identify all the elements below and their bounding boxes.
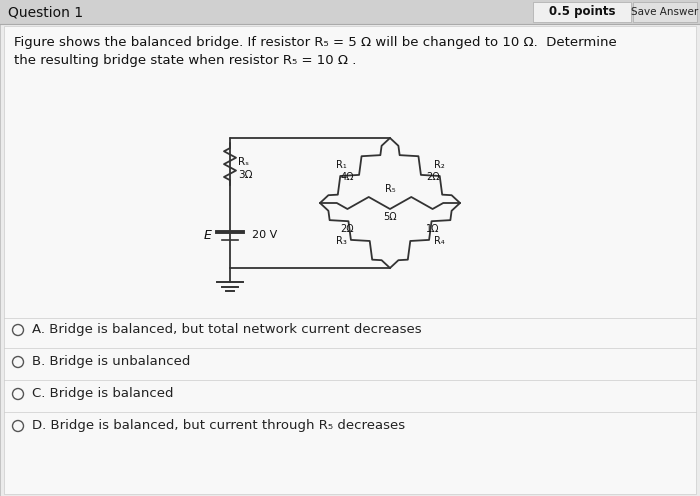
Text: B. Bridge is unbalanced: B. Bridge is unbalanced bbox=[32, 356, 190, 369]
Text: Figure shows the balanced bridge. If resistor R₅ = 5 Ω will be changed to 10 Ω. : Figure shows the balanced bridge. If res… bbox=[14, 36, 617, 49]
Text: 0.5 points: 0.5 points bbox=[549, 5, 615, 18]
Text: 1Ω: 1Ω bbox=[426, 224, 440, 234]
Text: 5Ω: 5Ω bbox=[383, 212, 397, 222]
Text: Question 1: Question 1 bbox=[8, 5, 83, 19]
Text: R₃: R₃ bbox=[335, 237, 346, 247]
Circle shape bbox=[13, 421, 24, 432]
Text: R₄: R₄ bbox=[433, 237, 444, 247]
Text: 20 V: 20 V bbox=[252, 231, 277, 241]
Text: 2Ω: 2Ω bbox=[426, 173, 440, 183]
Circle shape bbox=[13, 388, 24, 399]
Text: A. Bridge is balanced, but total network current decreases: A. Bridge is balanced, but total network… bbox=[32, 323, 421, 336]
Text: D. Bridge is balanced, but current through R₅ decreases: D. Bridge is balanced, but current throu… bbox=[32, 420, 405, 433]
Text: C. Bridge is balanced: C. Bridge is balanced bbox=[32, 387, 174, 400]
Text: 2Ω: 2Ω bbox=[340, 224, 354, 234]
Circle shape bbox=[13, 357, 24, 368]
Circle shape bbox=[13, 324, 24, 335]
Text: R₂: R₂ bbox=[433, 160, 444, 170]
Bar bbox=[533, 2, 631, 22]
Text: Save Answer: Save Answer bbox=[631, 7, 699, 17]
Bar bbox=[0, 0, 700, 24]
Text: R₁: R₁ bbox=[335, 160, 346, 170]
Text: 4Ω: 4Ω bbox=[340, 173, 354, 183]
Text: E: E bbox=[204, 229, 212, 242]
Text: the resulting bridge state when resistor R₅ = 10 Ω .: the resulting bridge state when resistor… bbox=[14, 54, 356, 67]
Bar bbox=[633, 2, 697, 22]
Text: R₅: R₅ bbox=[385, 184, 396, 194]
Text: Rₛ: Rₛ bbox=[238, 157, 249, 167]
Text: 3Ω: 3Ω bbox=[238, 170, 253, 180]
